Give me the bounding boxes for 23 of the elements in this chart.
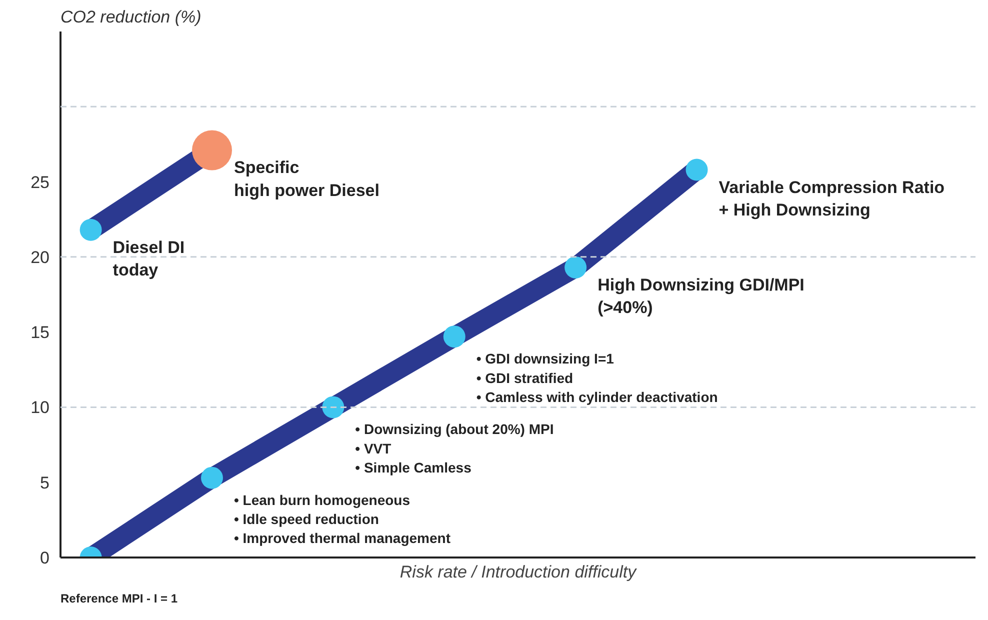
text: Reference MPI - I = 1 [60, 592, 178, 606]
y-tick-label: 5 [40, 473, 50, 492]
annotation: • GDI downsizing I=1 • GDI stratified • Camless with cylinder deactivation [476, 350, 718, 405]
annotation: Diesel DI today [112, 238, 185, 280]
point [564, 256, 587, 278]
point [686, 158, 708, 181]
chart-title: CO2 reduction (%) [60, 8, 202, 26]
annotation: • Lean burn homogeneous • Idle speed reduction • Improved thermal management [234, 492, 451, 546]
y-tick-label: 0 [40, 548, 50, 568]
point [192, 130, 232, 170]
y-tick-label: 25 [30, 172, 50, 192]
point [80, 218, 102, 241]
y-tick-label: 20 [30, 248, 50, 267]
annotation: Specific high power Diesel [234, 158, 380, 200]
x-axis-title: Risk rate / Introduction difficulty [400, 562, 638, 582]
annotation: • Downsizing (about 20%) MPI • VVT • Simple Camless [355, 421, 554, 476]
y-tick-label: 15 [30, 323, 50, 342]
annotation: High Downsizing GDI/MPI (>40%) [598, 275, 804, 318]
point [200, 466, 223, 489]
annotation: Variable Compression Ratio + High Downsizing [718, 178, 945, 220]
point [443, 326, 466, 348]
point [322, 396, 344, 418]
y-tick-label: 10 [30, 398, 50, 418]
